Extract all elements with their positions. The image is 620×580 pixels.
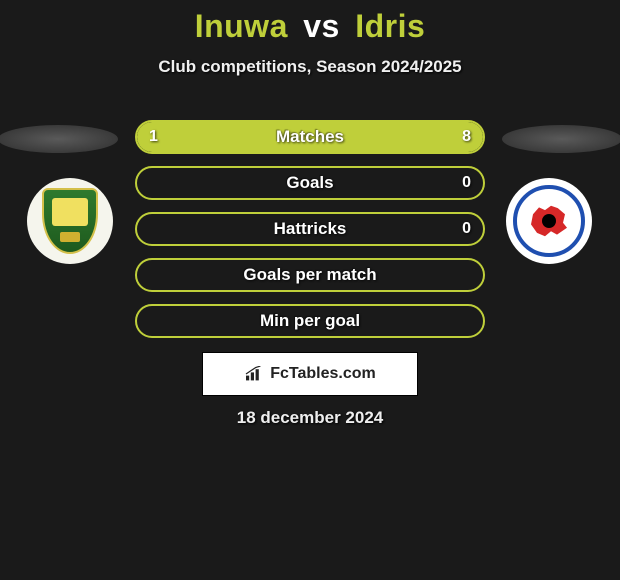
stat-label: Hattricks [137,219,483,239]
stat-value-left: 1 [149,128,158,146]
stat-row: Goals per match [135,258,485,292]
player1-name: Inuwa [195,8,288,44]
shield-icon [42,188,98,254]
stat-label: Matches [137,127,483,147]
page-title: Inuwa vs Idris [0,0,620,45]
subtitle: Club competitions, Season 2024/2025 [0,57,620,77]
club-badge-right [506,178,592,264]
stats-panel: Matches18Goals0Hattricks0Goals per match… [135,120,485,350]
football-icon [542,214,556,228]
stat-row: Matches1 8 [135,120,485,154]
bar-chart-icon [244,366,264,382]
stat-value-right: 8 [462,128,471,146]
date-text: 18 december 2024 [0,408,620,428]
stat-row: Min per goal [135,304,485,338]
stat-label: Goals per match [137,265,483,285]
ring-badge-icon [513,185,585,257]
stat-value-right: 0 [462,174,471,192]
stat-row: Goals0 [135,166,485,200]
brand-footer[interactable]: FcTables.com [202,352,418,396]
stat-label: Min per goal [137,311,483,331]
brand-text: FcTables.com [270,365,376,383]
stat-value-right: 0 [462,220,471,238]
stat-row: Hattricks0 [135,212,485,246]
club-badge-left [27,178,113,264]
stat-label: Goals [137,173,483,193]
player1-ellipse-shadow [0,125,118,153]
player2-name: Idris [355,8,425,44]
comparison-card: Inuwa vs Idris Club competitions, Season… [0,0,620,580]
player2-ellipse-shadow [502,125,620,153]
vs-text: vs [303,8,340,44]
